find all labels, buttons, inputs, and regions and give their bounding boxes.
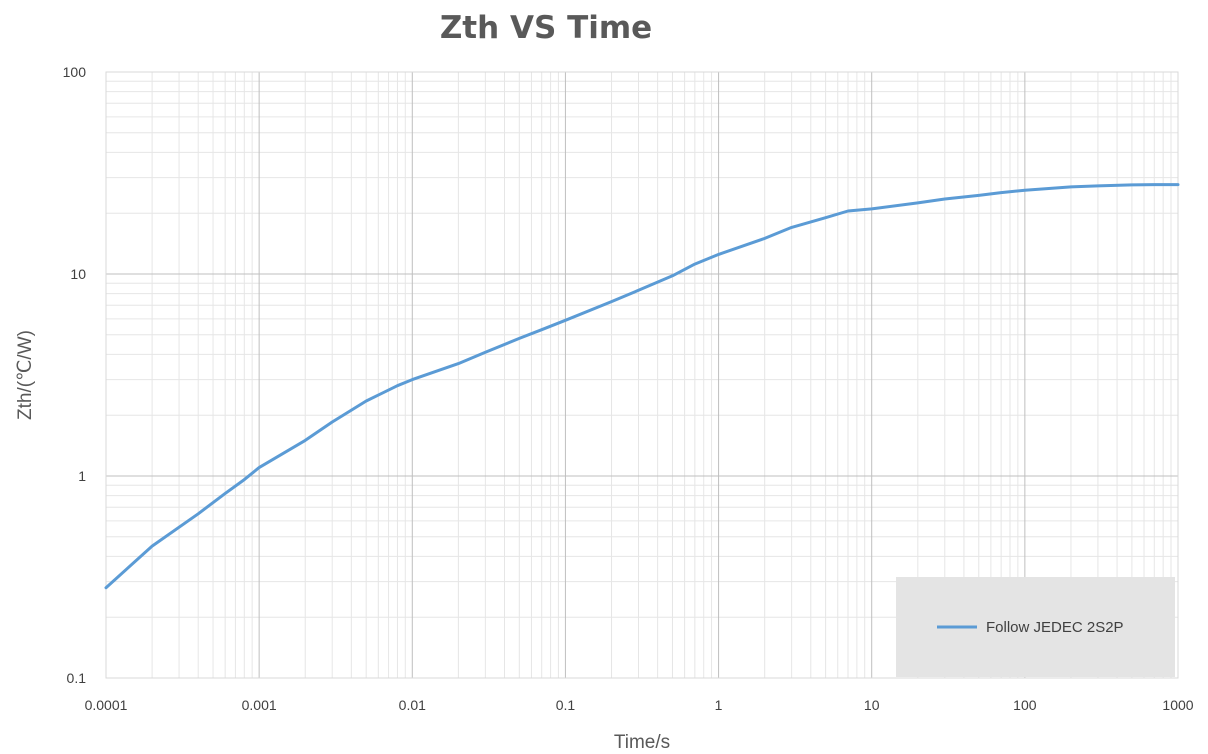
x-axis-label: Time/s bbox=[614, 732, 670, 753]
x-tick-label: 100 bbox=[1013, 697, 1037, 713]
y-tick-label: 0.1 bbox=[67, 670, 87, 686]
x-tick-label: 0.01 bbox=[399, 697, 426, 713]
chart-title: Zth VS Time bbox=[440, 10, 652, 46]
x-tick-label: 1000 bbox=[1162, 697, 1193, 713]
plot-area bbox=[105, 71, 1179, 679]
x-tick-label: 10 bbox=[864, 697, 880, 713]
series-line bbox=[104, 183, 1180, 590]
x-axis-ticks: 0.0001 0.001 0.01 0.1 1 10 100 1000 bbox=[85, 697, 1194, 713]
y-axis-label: Zth/(℃/W) bbox=[15, 330, 36, 420]
series-layer bbox=[104, 183, 1180, 590]
y-axis-ticks: 0.1 1 10 100 bbox=[63, 64, 87, 686]
legend-label: Follow JEDEC 2S2P bbox=[986, 619, 1124, 636]
x-tick-label: 1 bbox=[715, 697, 723, 713]
x-tick-label: 0.0001 bbox=[85, 697, 128, 713]
y-tick-label: 1 bbox=[78, 468, 86, 484]
major-gridlines bbox=[106, 72, 1178, 678]
x-tick-label: 0.1 bbox=[556, 697, 576, 713]
minor-gridlines bbox=[106, 72, 1178, 678]
y-tick-label: 100 bbox=[63, 64, 87, 80]
legend: Follow JEDEC 2S2P bbox=[896, 577, 1175, 677]
x-tick-label: 0.001 bbox=[242, 697, 277, 713]
y-tick-label: 10 bbox=[70, 266, 86, 282]
